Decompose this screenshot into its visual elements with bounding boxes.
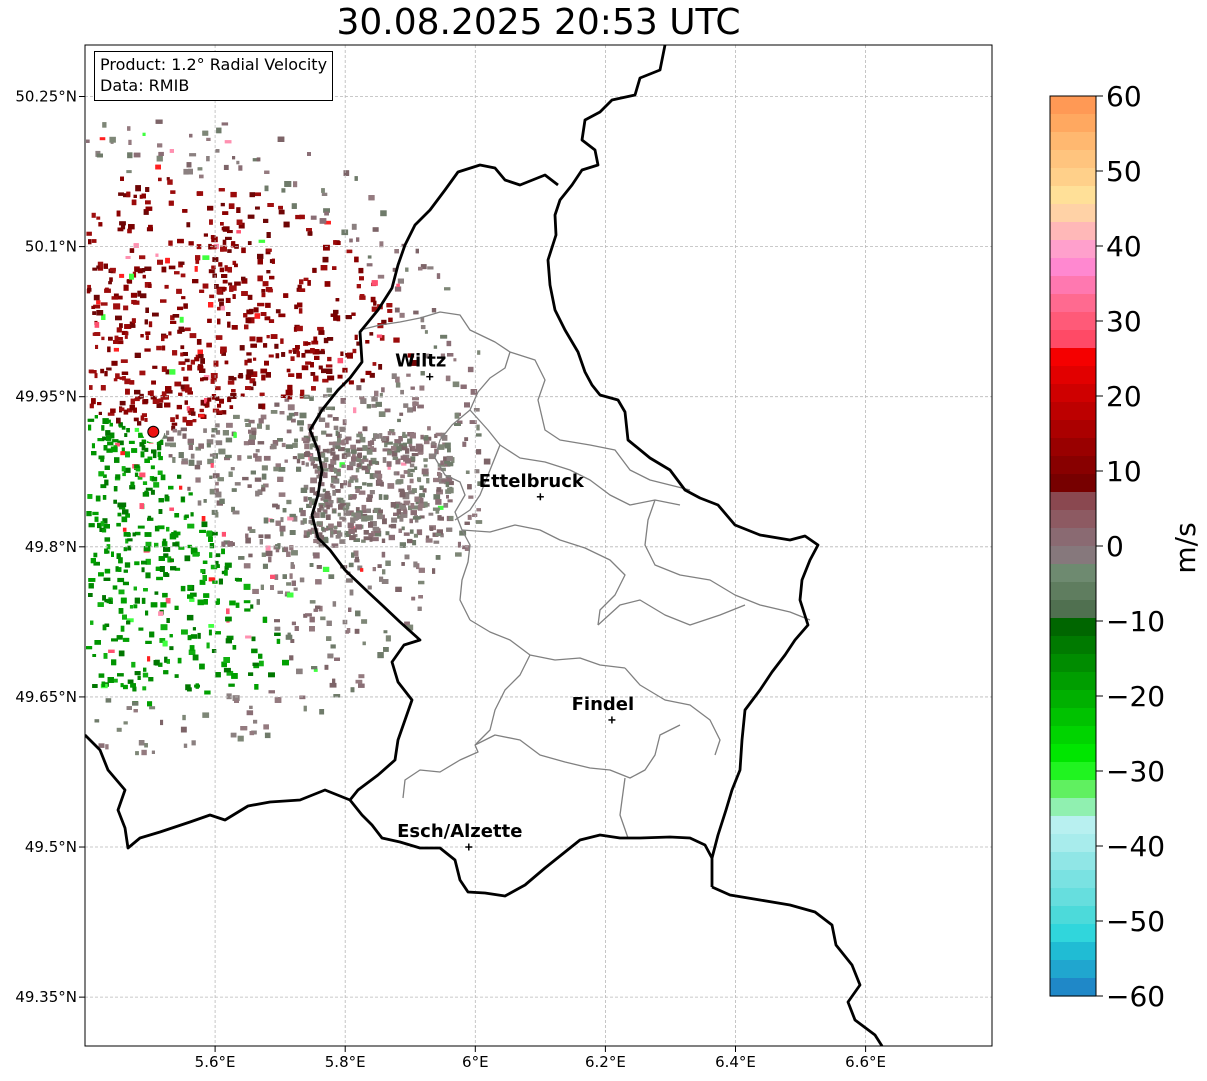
colorbar-tick-label: −60 xyxy=(1106,980,1165,1013)
city-ettelbruck[interactable]: Ettelbruck xyxy=(479,471,585,501)
colorbar-ticks: 60 50 40 30 20 10 0 −10 −20 −30 −40 −50 −60 xyxy=(1096,80,1165,1013)
lon-tick-label: 5.8°E xyxy=(325,1053,366,1071)
colorbar-tick-label: 30 xyxy=(1106,305,1142,338)
data-source-label: Data: RMIB xyxy=(100,76,190,95)
colorbar-tick-label: 10 xyxy=(1106,455,1142,488)
map-frame xyxy=(85,45,992,1046)
product-label: Product: 1.2° Radial Velocity xyxy=(100,55,328,74)
velocity-colorbar: 60 50 40 30 20 10 0 −10 −20 −30 −40 −50 −60 m/s xyxy=(1049,80,1202,1013)
city-label: Esch/Alzette xyxy=(397,821,522,842)
country-borders xyxy=(85,45,884,1046)
lat-tick-label: 50.1°N xyxy=(25,238,77,256)
lon-tick-label: 6.6°E xyxy=(845,1053,886,1071)
lon-tick-label: 6.2°E xyxy=(585,1053,626,1071)
colorbar-tick-label: 60 xyxy=(1106,80,1142,113)
lat-tick-label: 49.35°N xyxy=(15,988,77,1006)
axis-ticks: 5.6°E 5.8°E 6°E 6.2°E 6.4°E 6.6°E 50.25°N 50.1°… xyxy=(15,88,886,1072)
colorbar-tick-label: 20 xyxy=(1106,380,1142,413)
city-esch-alzette[interactable]: Esch/Alzette xyxy=(397,821,522,851)
colorbar-tick-label: 40 xyxy=(1106,230,1142,263)
colorbar-gradient xyxy=(1050,96,1096,997)
colorbar-unit-label: m/s xyxy=(1169,522,1202,573)
city-label: Wiltz xyxy=(395,351,446,372)
radar-site-marker[interactable] xyxy=(147,425,160,438)
lat-tick-label: 49.8°N xyxy=(25,538,77,556)
city-label: Ettelbruck xyxy=(479,471,585,492)
radar-site-layer xyxy=(142,420,165,443)
colorbar-tick-label: 0 xyxy=(1106,530,1124,563)
colorbar-tick-label: 50 xyxy=(1106,155,1142,188)
colorbar-tick-label: −30 xyxy=(1106,755,1165,788)
colorbar-tick-label: −20 xyxy=(1106,680,1165,713)
lat-tick-label: 49.5°N xyxy=(25,838,77,856)
city-wiltz[interactable]: Wiltz xyxy=(395,351,446,381)
product-info-box: Product: 1.2° Radial Velocity Data: RMIB xyxy=(94,51,334,101)
lon-tick-label: 5.6°E xyxy=(195,1053,236,1071)
lat-tick-label: 50.25°N xyxy=(15,88,77,106)
lat-tick-label: 49.95°N xyxy=(15,388,77,406)
city-markers: Wiltz Ettelbruck Findel Esch/Alzette xyxy=(395,351,634,851)
lon-tick-label: 6°E xyxy=(462,1053,489,1071)
colorbar-tick-label: −50 xyxy=(1106,905,1165,938)
canton-borders xyxy=(359,311,811,839)
colorbar-tick-label: −40 xyxy=(1106,830,1165,863)
colorbar-tick-label: −10 xyxy=(1106,605,1165,638)
city-label: Findel xyxy=(572,694,635,715)
map-border xyxy=(84,44,993,1047)
city-findel[interactable]: Findel xyxy=(572,694,635,724)
map-title: 30.08.2025 20:53 UTC xyxy=(336,2,741,43)
lat-tick-label: 49.65°N xyxy=(15,688,77,706)
lon-tick-label: 6.4°E xyxy=(715,1053,756,1071)
